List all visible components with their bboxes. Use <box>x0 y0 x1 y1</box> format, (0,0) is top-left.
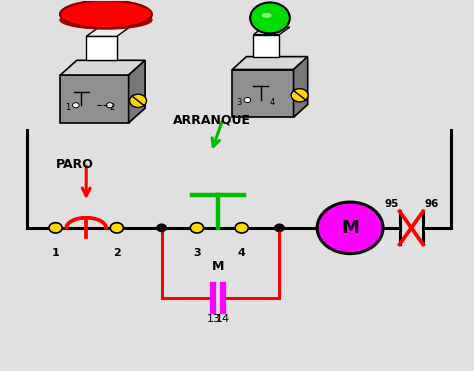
Circle shape <box>235 223 248 233</box>
Circle shape <box>157 224 166 232</box>
Circle shape <box>129 94 146 108</box>
Text: 96: 96 <box>425 200 439 210</box>
Circle shape <box>317 202 383 254</box>
Text: 13: 13 <box>207 314 220 324</box>
FancyBboxPatch shape <box>254 35 279 57</box>
Circle shape <box>49 223 62 233</box>
Ellipse shape <box>60 11 152 29</box>
FancyBboxPatch shape <box>86 36 117 60</box>
Text: 95: 95 <box>385 200 399 210</box>
Circle shape <box>275 224 284 232</box>
Text: PARO: PARO <box>55 158 93 171</box>
Circle shape <box>291 89 308 102</box>
Circle shape <box>250 3 290 33</box>
Polygon shape <box>60 75 128 123</box>
Text: M: M <box>341 219 359 237</box>
Circle shape <box>107 103 113 108</box>
Text: 1: 1 <box>65 103 70 112</box>
Text: M: M <box>212 260 224 273</box>
Ellipse shape <box>263 13 271 17</box>
Text: ARRANQUE: ARRANQUE <box>173 114 251 127</box>
Text: 3: 3 <box>236 98 241 107</box>
Polygon shape <box>60 60 145 75</box>
Text: 3: 3 <box>193 248 201 258</box>
Circle shape <box>244 98 251 103</box>
Text: 1: 1 <box>52 248 59 258</box>
Polygon shape <box>128 60 145 123</box>
Polygon shape <box>86 28 128 36</box>
Ellipse shape <box>60 0 152 28</box>
Text: 2: 2 <box>113 248 121 258</box>
Polygon shape <box>232 69 293 117</box>
Polygon shape <box>232 57 308 69</box>
Text: 4: 4 <box>270 98 275 107</box>
Circle shape <box>73 103 79 108</box>
Polygon shape <box>254 27 290 35</box>
Polygon shape <box>293 57 308 117</box>
Circle shape <box>110 223 123 233</box>
Text: 2: 2 <box>110 103 115 112</box>
Text: 4: 4 <box>238 248 246 258</box>
Text: 14: 14 <box>216 314 230 324</box>
Circle shape <box>191 223 203 233</box>
